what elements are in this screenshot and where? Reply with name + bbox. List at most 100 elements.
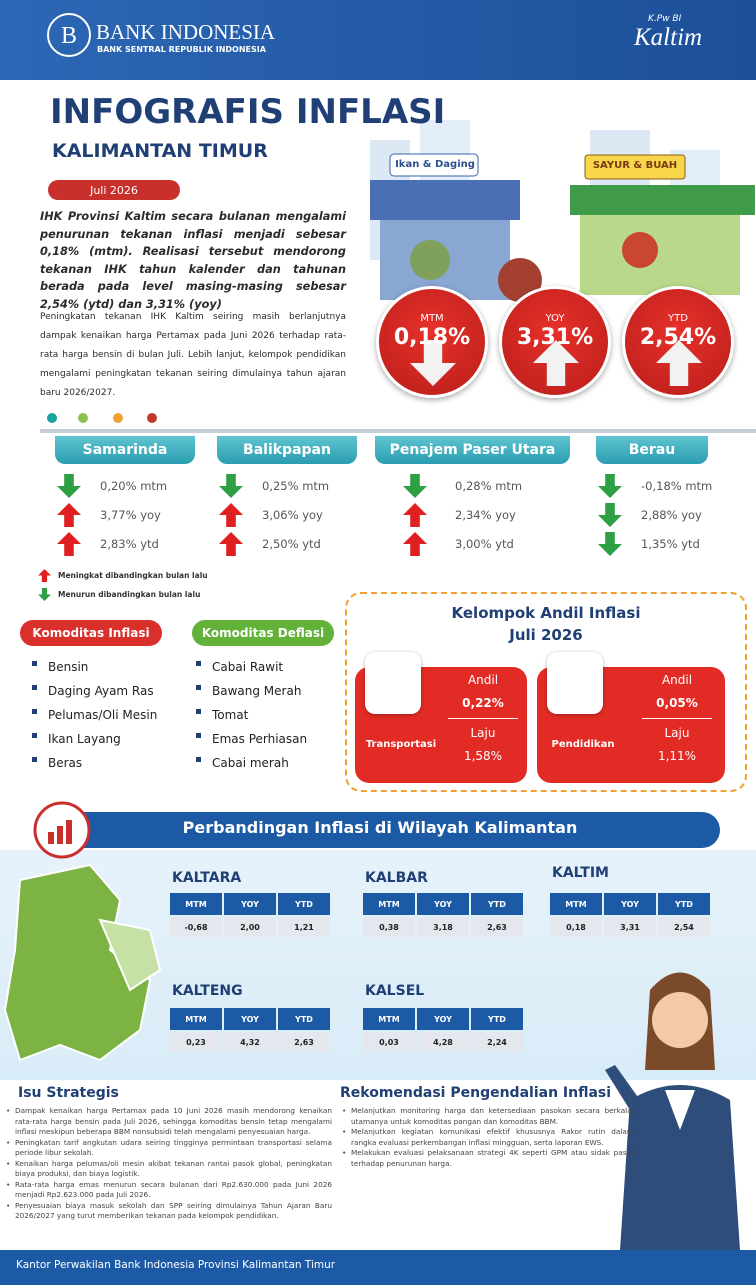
table-cell: 0,03 [363, 1032, 415, 1052]
komoditas-item: Tomat [212, 708, 249, 722]
legend-text: Menurun dibandingkan bulan lalu [58, 590, 201, 599]
headline-value: 0,18% [393, 325, 471, 350]
list-text: Melanjutkan kegiatan komunikasi efektif … [351, 1127, 634, 1147]
list-text: Kenaikan harga pelumas/oli mesin akibat … [15, 1158, 332, 1179]
direction-arrow [57, 503, 81, 527]
chart-icon [33, 801, 91, 859]
arrow-shape [219, 503, 243, 527]
table-header: YTD [278, 1008, 330, 1030]
table-header: YOY [417, 1008, 469, 1030]
rekomendasi-list: • Melanjutkan monitoring harga dan keters… [342, 1106, 634, 1169]
divider [40, 413, 756, 433]
city-tab: Penajem Paser Utara [375, 436, 570, 464]
region-name: KALTIM [552, 865, 609, 881]
komoditas-item: Ikan Layang [48, 732, 121, 746]
komoditas-item: Emas Perhiasan [212, 732, 308, 746]
headline-label: YTD [668, 313, 688, 324]
direction-arrow [598, 474, 622, 498]
bullet [196, 709, 201, 714]
arrow-shape [598, 532, 622, 556]
bi-logo: B [47, 13, 91, 57]
city-stat: -0,18% mtm [641, 479, 713, 493]
rekomendasi-title: Rekomendasi Pengendalian Inflasi [340, 1085, 612, 1101]
andil-name: Pendidikan [551, 739, 615, 750]
table-header: MTM [363, 1008, 415, 1030]
table-cell: 0,38 [363, 917, 415, 937]
direction-arrow [598, 503, 622, 527]
kpw-small: K.Pw BI [648, 14, 682, 24]
perbandingan-title: Perbandingan Inflasi di Wilayah Kalimant… [182, 818, 578, 837]
city-stat: 2,88% yoy [641, 508, 702, 522]
list-text: Peningkatan tarif angkutan udara seiring… [15, 1137, 332, 1158]
legend-arrow [38, 588, 51, 601]
arrow-shape [57, 532, 81, 556]
direction-arrow [219, 532, 243, 556]
table-cell: -0,68 [170, 917, 222, 937]
komoditas-pill: Komoditas Inflasi [20, 620, 162, 646]
laju-label: Laju [664, 726, 690, 740]
arrow-shape [38, 588, 51, 601]
bullet: • [6, 1200, 11, 1210]
table-cell: 4,28 [417, 1032, 469, 1052]
list-text: Rata-rata harga emas menurun secara bula… [15, 1179, 332, 1200]
table-cell: 0,23 [170, 1032, 222, 1052]
table-cell: 4,32 [224, 1032, 276, 1052]
table-header: MTM [550, 893, 602, 915]
body-text: Peningkatan tekanan IHK Kaltim seiring m… [40, 312, 346, 398]
isu-list: • Dampak kenaikan harga Pertamax pada 10 … [6, 1106, 332, 1222]
bullet: • [342, 1127, 347, 1136]
city-stat: 0,28% mtm [455, 479, 523, 493]
header-band [0, 0, 756, 80]
list-text: Penyesuaian biaya masuk sekolah dan SPP … [15, 1200, 332, 1221]
list-text: Melanjutkan monitoring harga dan keterse… [351, 1106, 634, 1126]
laju-label: Laju [470, 726, 496, 740]
city-tab: Berau [596, 436, 708, 464]
bullet [32, 685, 37, 690]
arrow-shape [38, 569, 51, 582]
andil-period: Juli 2026 [509, 626, 583, 644]
city-stat: 0,20% mtm [100, 479, 168, 493]
table-header: YTD [278, 893, 330, 915]
headline-value: 2,54% [639, 325, 717, 350]
headline-arrow [533, 340, 579, 386]
komoditas-pill: Komoditas Deflasi [192, 620, 334, 646]
list-item: • Dampak kenaikan harga Pertamax pada 10 … [6, 1106, 332, 1138]
table-header: YTD [471, 893, 523, 915]
bullet [32, 709, 37, 714]
komoditas-item: Beras [48, 756, 83, 770]
headline-arrow [656, 340, 702, 386]
arrow-shape [57, 503, 81, 527]
table-cell: 2,54 [658, 917, 710, 937]
bullet: • [6, 1179, 11, 1189]
bullet [196, 661, 201, 666]
andil-value: 0,05% [656, 696, 698, 710]
andil-icon [365, 652, 421, 714]
arrow-shape [57, 474, 81, 498]
city-tab: Samarinda [55, 436, 195, 464]
direction-arrow [403, 474, 427, 498]
andil-sep [448, 718, 518, 719]
direction-arrow [57, 474, 81, 498]
arrow-shape [219, 474, 243, 498]
footer-band [0, 1250, 756, 1285]
bank-name: BANK INDONESIA [96, 20, 276, 44]
table-cell: 2,63 [278, 1032, 330, 1052]
region-name: KALBAR [365, 870, 428, 886]
arrow-shape [403, 503, 427, 527]
komoditas-item: Bawang Merah [212, 684, 302, 698]
arrow-shape [656, 340, 702, 386]
komoditas-item: Bensin [48, 660, 89, 674]
list-item: • Melanjutkan monitoring harga dan keters… [342, 1106, 634, 1127]
subtitle: KALIMANTAN TIMUR [52, 140, 268, 162]
city-stat: 3,06% yoy [262, 508, 323, 522]
city-tab: Balikpapan [217, 436, 357, 464]
bullet: • [342, 1148, 347, 1157]
bullet: • [342, 1106, 347, 1115]
kpw-big: Kaltim [634, 24, 703, 51]
andil-title: Kelompok Andil Inflasi [451, 604, 641, 622]
region-name: KALTENG [172, 983, 243, 999]
komoditas-item: Daging Ayam Ras [48, 684, 154, 698]
andil-box [345, 592, 747, 792]
bullet [32, 733, 37, 738]
